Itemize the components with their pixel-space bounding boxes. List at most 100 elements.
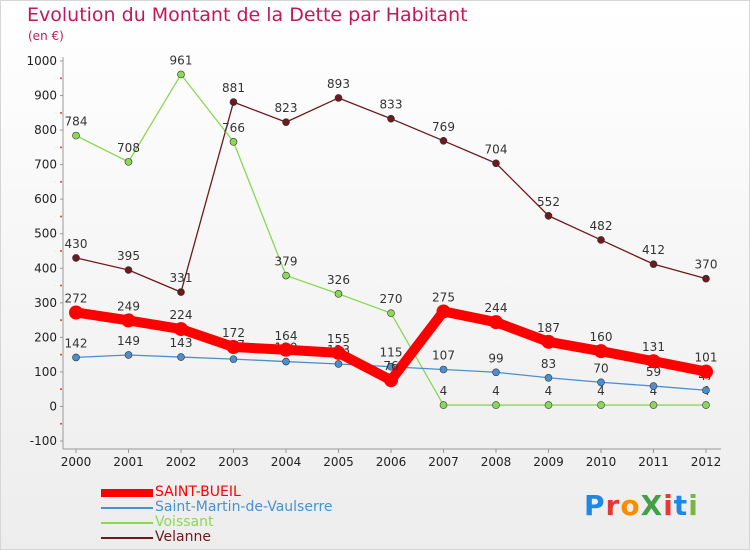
x-tick-label: 2001 <box>113 455 144 469</box>
data-label: 395 <box>117 249 140 263</box>
data-point <box>121 313 136 328</box>
x-tick-label: 2012 <box>691 455 722 469</box>
data-point <box>282 357 290 366</box>
y-minor-dot <box>60 215 62 218</box>
x-tick-label: 2003 <box>218 455 249 469</box>
legend-swatch <box>101 506 153 509</box>
data-point <box>439 137 448 145</box>
y-minor-dot <box>60 111 62 114</box>
data-point <box>72 131 80 140</box>
y-minor-dot <box>60 284 62 287</box>
data-label: 881 <box>222 81 245 95</box>
y-tick-label: 900 <box>34 89 57 103</box>
data-point <box>334 94 343 102</box>
data-point <box>699 364 713 379</box>
data-point <box>124 158 133 166</box>
data-point <box>702 386 710 395</box>
data-label: 961 <box>170 53 193 67</box>
data-label: 704 <box>485 142 508 156</box>
y-tick-label: 600 <box>34 192 57 206</box>
data-label: 430 <box>65 237 88 251</box>
data-point <box>387 309 395 317</box>
data-label: 101 <box>695 351 718 365</box>
y-minor-dot <box>60 319 62 322</box>
chart-unit: (en €) <box>28 29 64 43</box>
data-label: 823 <box>275 101 298 115</box>
data-point <box>72 353 80 362</box>
data-point <box>334 290 343 298</box>
data-label: 482 <box>590 219 613 233</box>
data-label: 244 <box>485 301 508 315</box>
data-label: 4 <box>545 384 553 398</box>
y-minor-dot <box>60 146 62 149</box>
legend-item-voissant: Voissant <box>101 515 333 530</box>
data-label: 833 <box>380 98 403 112</box>
data-label: 115 <box>380 346 403 360</box>
data-point <box>229 138 238 146</box>
legend-label: SAINT-BUEIL <box>155 484 241 500</box>
data-point <box>279 342 293 357</box>
data-point <box>544 211 553 220</box>
data-point <box>544 373 553 382</box>
data-point <box>649 382 658 390</box>
legend-item-saint-bueil: SAINT-BUEIL <box>101 485 333 500</box>
legend-label: Saint-Martin-de-Vaulserre <box>155 499 333 515</box>
data-label: 160 <box>590 330 613 344</box>
data-point <box>334 360 343 368</box>
data-point <box>492 159 500 168</box>
data-point <box>597 378 605 387</box>
data-point <box>597 401 605 409</box>
x-tick-label: 2004 <box>271 455 302 469</box>
data-label: 172 <box>222 326 245 340</box>
data-label: 99 <box>488 351 503 365</box>
y-tick-label: -100 <box>30 434 57 448</box>
data-point <box>544 401 553 409</box>
data-point <box>387 114 395 123</box>
data-label: 766 <box>222 121 245 135</box>
x-tick-label: 2000 <box>61 455 92 469</box>
data-label: 331 <box>170 271 193 285</box>
data-label: 379 <box>275 255 298 269</box>
series-line <box>75 97 707 293</box>
chart-title: Evolution du Montant de la Dette par Hab… <box>27 4 468 26</box>
y-minor-dot <box>60 353 62 356</box>
data-label: 370 <box>695 258 718 272</box>
data-point <box>177 353 185 361</box>
data-point <box>597 236 605 244</box>
data-point <box>436 304 451 319</box>
data-point <box>331 345 346 360</box>
x-tick-label: 2005 <box>323 455 354 469</box>
data-point <box>489 315 503 330</box>
data-label: 4 <box>440 384 448 398</box>
data-label: 275 <box>432 290 455 304</box>
data-point <box>594 344 608 359</box>
data-label: 76 <box>383 359 398 373</box>
legend-item-velanne: Velanne <box>101 530 333 545</box>
y-tick-label: 500 <box>34 227 57 241</box>
y-minor-dot <box>60 180 62 183</box>
y-minor-dot <box>60 77 62 80</box>
y-minor-dot <box>60 388 62 391</box>
data-label: 83 <box>541 357 556 371</box>
data-label: 708 <box>117 141 140 155</box>
data-point <box>387 362 395 371</box>
data-point <box>492 401 500 409</box>
data-point <box>177 288 185 296</box>
x-tick-label: 2002 <box>166 455 197 469</box>
data-point <box>226 340 241 355</box>
data-label: 4 <box>492 384 500 398</box>
data-label: 249 <box>117 299 140 313</box>
data-point <box>72 254 80 262</box>
x-tick-label: 2006 <box>376 455 407 469</box>
data-label: 149 <box>117 334 140 348</box>
legend-swatch <box>101 521 153 524</box>
data-label: 187 <box>537 321 560 335</box>
data-label: 164 <box>275 329 298 343</box>
y-tick-label: 800 <box>34 123 57 137</box>
data-point <box>646 354 661 369</box>
x-tick-label: 2010 <box>586 455 617 469</box>
data-label: 107 <box>432 348 455 362</box>
data-label: 4 <box>650 384 658 398</box>
